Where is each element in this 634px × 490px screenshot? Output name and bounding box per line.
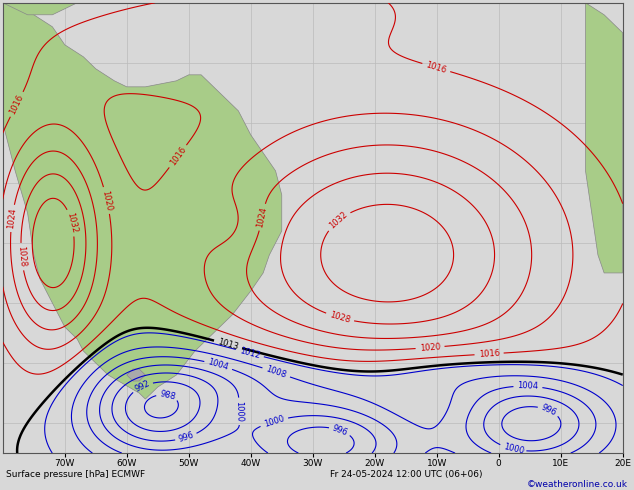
Text: Surface pressure [hPa] ECMWF: Surface pressure [hPa] ECMWF — [6, 470, 145, 479]
Text: 1000: 1000 — [262, 414, 285, 429]
Text: 992: 992 — [133, 379, 152, 394]
Text: 1016: 1016 — [8, 93, 25, 116]
Polygon shape — [3, 3, 281, 399]
Polygon shape — [586, 3, 623, 273]
Text: 1028: 1028 — [16, 246, 27, 268]
Text: 996: 996 — [540, 403, 558, 417]
Text: 1024: 1024 — [256, 206, 269, 228]
Text: 996: 996 — [177, 431, 195, 444]
Text: 1028: 1028 — [328, 310, 351, 325]
Text: 1012: 1012 — [238, 346, 261, 360]
Text: 988: 988 — [158, 389, 176, 401]
Polygon shape — [3, 3, 77, 15]
Text: 1000: 1000 — [503, 442, 525, 456]
Text: 1016: 1016 — [168, 145, 188, 168]
Polygon shape — [127, 369, 145, 381]
Text: 1013: 1013 — [217, 337, 240, 352]
Text: Fr 24-05-2024 12:00 UTC (06+06): Fr 24-05-2024 12:00 UTC (06+06) — [330, 470, 482, 479]
Text: ©weatheronline.co.uk: ©weatheronline.co.uk — [527, 480, 628, 489]
Text: 1004: 1004 — [207, 358, 230, 372]
Text: 1016: 1016 — [478, 349, 500, 359]
Text: 1016: 1016 — [425, 60, 448, 75]
Text: 996: 996 — [331, 423, 349, 438]
Text: 1032: 1032 — [328, 210, 349, 231]
Text: 1020: 1020 — [100, 189, 113, 212]
Text: 1032: 1032 — [65, 212, 79, 234]
Text: 1000: 1000 — [234, 401, 244, 422]
Text: 1020: 1020 — [419, 342, 441, 353]
Text: 1004: 1004 — [517, 381, 539, 391]
Text: 1024: 1024 — [6, 207, 18, 229]
Text: 1008: 1008 — [265, 365, 288, 380]
